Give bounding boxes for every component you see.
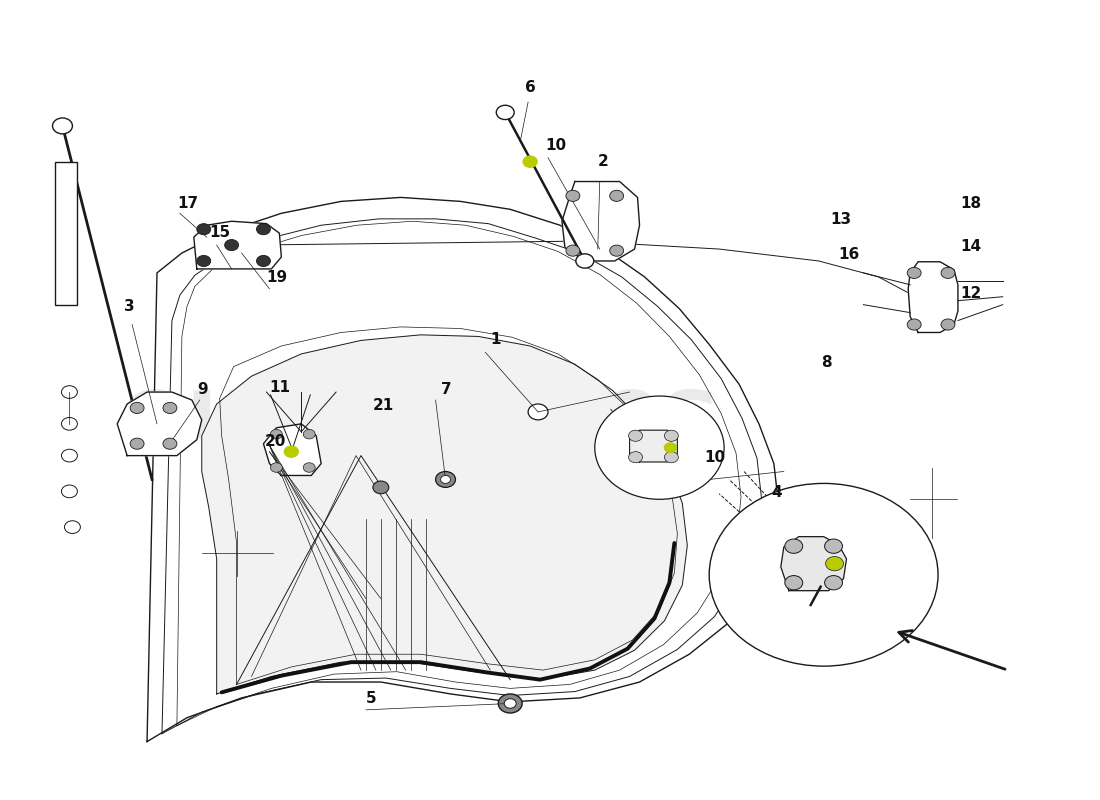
Polygon shape	[781, 537, 847, 590]
Text: 6: 6	[525, 80, 536, 94]
Circle shape	[628, 452, 642, 462]
Text: 2: 2	[597, 154, 608, 169]
Polygon shape	[909, 262, 958, 333]
Circle shape	[436, 471, 455, 487]
Polygon shape	[201, 335, 688, 694]
Circle shape	[664, 452, 679, 462]
Circle shape	[130, 438, 144, 450]
Polygon shape	[118, 392, 201, 456]
Text: 10: 10	[544, 138, 566, 153]
Circle shape	[163, 438, 177, 450]
Circle shape	[595, 396, 724, 499]
Circle shape	[565, 245, 580, 256]
Text: 20: 20	[264, 434, 286, 449]
Text: eurospares: eurospares	[122, 370, 719, 462]
Circle shape	[565, 190, 580, 202]
Circle shape	[304, 462, 316, 472]
Polygon shape	[55, 162, 77, 305]
Circle shape	[825, 539, 843, 554]
Circle shape	[256, 255, 271, 266]
Polygon shape	[629, 430, 678, 462]
Text: 14: 14	[960, 238, 981, 254]
Circle shape	[224, 239, 239, 250]
Circle shape	[940, 319, 955, 330]
Text: 13: 13	[830, 212, 851, 226]
Circle shape	[664, 443, 676, 453]
Text: 7: 7	[441, 382, 451, 397]
Circle shape	[784, 539, 803, 554]
Circle shape	[197, 224, 211, 234]
Text: 18: 18	[960, 196, 981, 210]
Circle shape	[53, 118, 73, 134]
Circle shape	[373, 481, 388, 494]
Polygon shape	[562, 182, 639, 261]
Circle shape	[271, 462, 283, 472]
Circle shape	[576, 254, 594, 268]
Circle shape	[496, 106, 514, 119]
Circle shape	[284, 446, 298, 457]
Circle shape	[908, 319, 921, 330]
Circle shape	[498, 694, 522, 713]
Circle shape	[940, 267, 955, 278]
Circle shape	[163, 402, 177, 414]
Text: 10: 10	[704, 450, 725, 465]
Polygon shape	[194, 222, 282, 269]
Circle shape	[256, 224, 271, 234]
Polygon shape	[264, 424, 321, 475]
Text: 21: 21	[373, 398, 394, 413]
Text: 11: 11	[270, 380, 290, 395]
Circle shape	[528, 404, 548, 420]
Circle shape	[609, 245, 624, 256]
Circle shape	[664, 430, 679, 442]
Text: 1: 1	[491, 332, 501, 347]
Text: 12: 12	[960, 286, 981, 302]
Circle shape	[271, 430, 283, 439]
Text: 19: 19	[266, 270, 287, 286]
Circle shape	[710, 483, 938, 666]
Circle shape	[130, 402, 144, 414]
Circle shape	[784, 575, 803, 590]
Circle shape	[826, 557, 844, 571]
Circle shape	[504, 698, 516, 708]
Circle shape	[609, 190, 624, 202]
Text: 15: 15	[210, 225, 231, 240]
Circle shape	[197, 255, 211, 266]
Circle shape	[441, 475, 451, 483]
Text: 4: 4	[771, 485, 781, 500]
Text: 8: 8	[821, 354, 832, 370]
Text: 9: 9	[197, 382, 208, 397]
Circle shape	[908, 267, 921, 278]
Text: 3: 3	[124, 299, 135, 314]
Text: 17: 17	[177, 196, 198, 210]
Text: 16: 16	[838, 246, 860, 262]
Circle shape	[304, 430, 316, 439]
Circle shape	[628, 430, 642, 442]
Text: a passion for parts: a passion for parts	[292, 498, 550, 526]
Text: 5: 5	[366, 691, 376, 706]
Circle shape	[825, 575, 843, 590]
Circle shape	[524, 156, 537, 167]
